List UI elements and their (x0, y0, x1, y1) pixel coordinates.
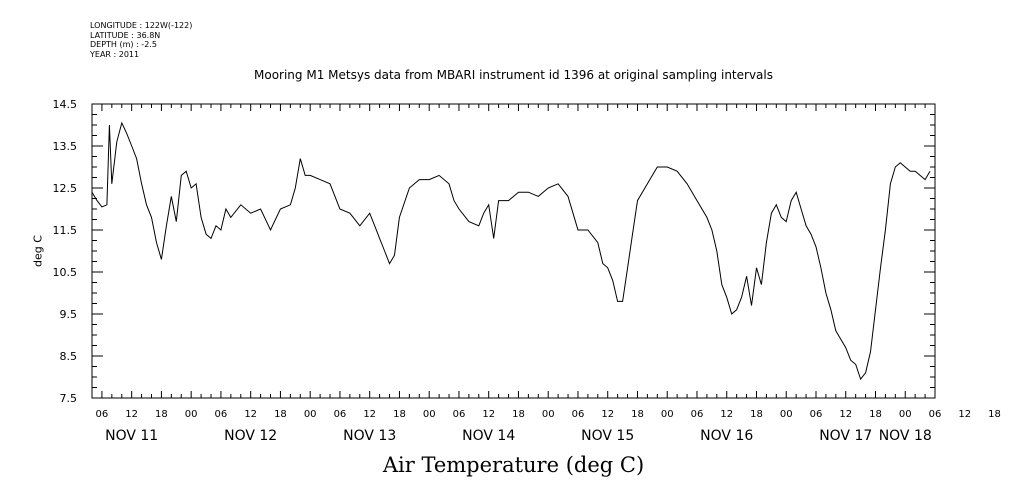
metadata-block: LONGITUDE : 122W(-122) LATITUDE : 36.8N … (90, 21, 192, 59)
x-hour-label: 00 (661, 409, 674, 420)
chart-title: Mooring M1 Metsys data from MBARI instru… (254, 68, 773, 82)
x-hour-label: 06 (929, 409, 942, 420)
x-day-label: NOV 14 (462, 428, 515, 444)
x-hour-label: 06 (334, 409, 347, 420)
x-hour-label: 06 (215, 409, 228, 420)
x-day-label: NOV 17 (819, 428, 872, 444)
x-hour-label: 12 (958, 409, 971, 420)
y-tick-label: 9.5 (60, 308, 78, 321)
x-hour-label: 00 (304, 409, 317, 420)
x-hour-label: 18 (631, 409, 644, 420)
x-hour-label: 06 (810, 409, 823, 420)
x-hour-label: 12 (363, 409, 376, 420)
x-hour-label: 12 (839, 409, 852, 420)
x-hour-label: 00 (542, 409, 555, 420)
x-day-label: NOV 12 (224, 428, 277, 444)
y-tick-label: 12.5 (53, 182, 78, 195)
x-hour-label: 18 (393, 409, 406, 420)
y-tick-label: 8.5 (60, 350, 78, 363)
x-hour-label: 18 (155, 409, 168, 420)
x-hour-label: 00 (185, 409, 198, 420)
meta-year: YEAR : 2011 (90, 49, 140, 59)
x-hour-label: 06 (691, 409, 704, 420)
x-day-label: NOV 18 (879, 428, 932, 444)
meta-latitude: LATITUDE : 36.8N (90, 30, 161, 40)
y-tick-label: 11.5 (53, 224, 78, 237)
plot-frame (91, 103, 936, 399)
y-tick-label: 10.5 (53, 266, 78, 279)
meta-longitude: LONGITUDE : 122W(-122) (90, 21, 193, 30)
meta-depth: DEPTH (m) : -2.5 (90, 40, 157, 49)
x-hour-label: 12 (720, 409, 733, 420)
x-hour-label: 18 (274, 409, 287, 420)
x-hour-label: 12 (601, 409, 614, 420)
x-hour-label: 12 (244, 409, 257, 420)
x-hour-label: 06 (96, 409, 109, 420)
x-axis-title: Air Temperature (deg C) (382, 453, 645, 477)
x-hour-label: 00 (423, 409, 436, 420)
x-hour-label: 00 (899, 409, 912, 420)
x-hour-label: 18 (512, 409, 525, 420)
x-day-label: NOV 13 (343, 428, 396, 444)
x-hour-label: 00 (780, 409, 793, 420)
axis-ticks (91, 103, 936, 399)
x-day-label: NOV 11 (105, 428, 158, 444)
y-tick-label: 14.5 (53, 98, 78, 111)
y-tick-label: 13.5 (53, 140, 78, 153)
x-day-label: NOV 16 (700, 428, 753, 444)
axis-tick-labels: 7.5 8.5 9.5 10.5 11.5 12.5 13.5 14.5 06 12 18 00 06 1… (53, 98, 1001, 444)
x-hour-label: 18 (750, 409, 763, 420)
x-hour-label: 06 (453, 409, 466, 420)
x-hour-label: 12 (125, 409, 138, 420)
x-day-label: NOV 15 (581, 428, 634, 444)
x-hour-label: 18 (988, 409, 1001, 420)
x-hour-label: 12 (482, 409, 495, 420)
x-hour-label: 18 (869, 409, 882, 420)
x-hour-label: 06 (572, 409, 585, 420)
y-tick-label: 7.5 (60, 392, 78, 405)
series-line (91, 121, 931, 381)
